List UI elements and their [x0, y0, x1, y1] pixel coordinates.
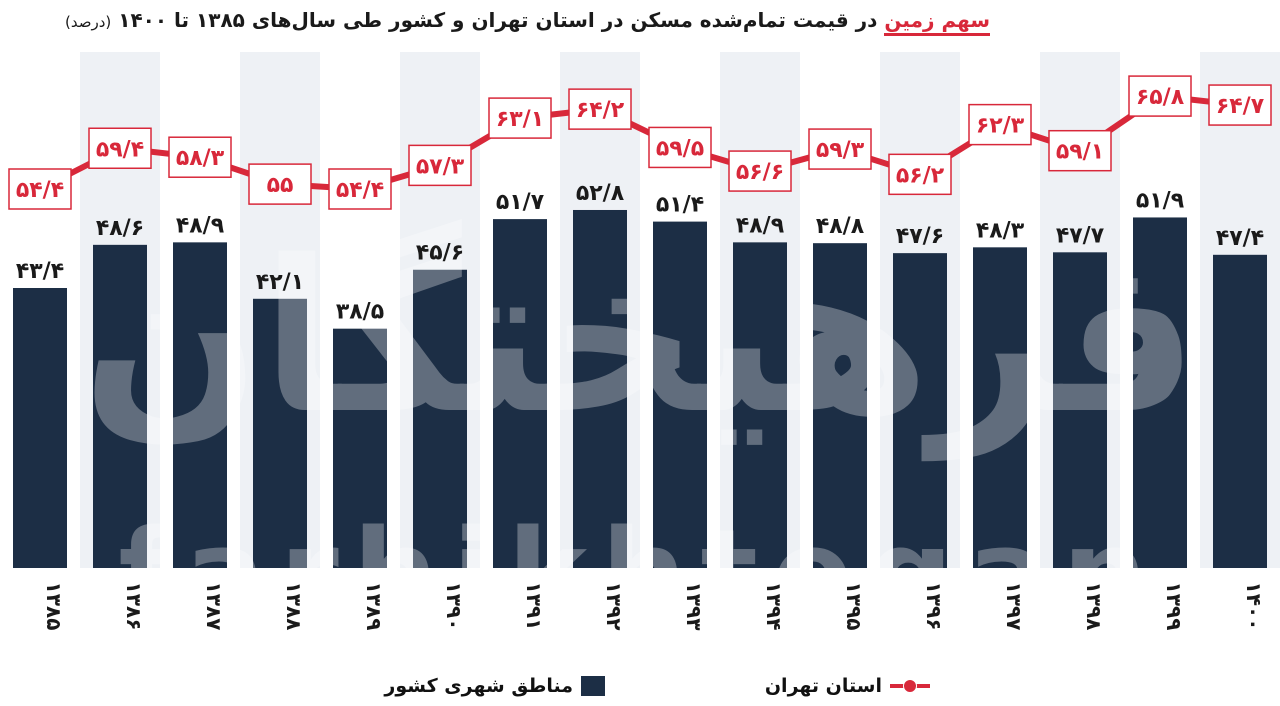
- line-value-box: [88, 127, 152, 169]
- x-tick-label: ۱۳۹۳: [682, 582, 706, 631]
- x-tick-label: ۱۳۸۹: [362, 582, 386, 631]
- bar-value-label: ۴۵/۶: [416, 241, 464, 266]
- line-value-box: [1128, 75, 1192, 117]
- line-value-label: ۶۴/۷: [1216, 94, 1265, 119]
- x-tick-label: ۱۳۸۶: [122, 582, 146, 631]
- bar: [1133, 217, 1187, 568]
- line-value-box: [248, 163, 312, 205]
- bar-value-labels: ۴۳/۴ ۴۸/۶ ۴۸/۹ ۴۲/۱ ۳۸/۵ ۴۵/۶ ۵۱/۷ ۵۲/۸ ۵۱/۴ ۴۸/۹…: [16, 181, 1264, 325]
- x-tick-label: ۱۳۹۱: [522, 582, 546, 631]
- bar: [493, 219, 547, 569]
- x-tick-label: ۱۳۹۷: [1002, 582, 1026, 631]
- x-tick-label: ۱۳۹۵: [842, 582, 866, 631]
- bar-value-label: ۳۸/۵: [336, 300, 384, 325]
- line-value-label: ۵۹/۱: [1056, 140, 1104, 165]
- bar: [1213, 254, 1267, 569]
- bar-value-label: ۵۱/۹: [1136, 188, 1184, 213]
- bar: [333, 328, 387, 568]
- line-value-label: ۶۴/۲: [576, 98, 625, 123]
- watermark-text: farhikhtegan: [118, 505, 1161, 644]
- line-path: [38, 93, 1241, 192]
- line-value-label: ۵۵: [267, 173, 294, 198]
- line-value-box: [968, 103, 1032, 146]
- line-value-box: [1048, 129, 1112, 172]
- bar: [573, 209, 627, 569]
- x-tick-label: ۱۳۹۴: [762, 582, 786, 631]
- line-value-label: ۵۶/۲: [896, 163, 945, 188]
- x-tick-label: ۱۳۹۲: [602, 582, 626, 631]
- bar-value-label: ۴۷/۴: [1216, 226, 1264, 251]
- x-tick-label: ۱۳۸۸: [282, 582, 306, 631]
- line-value-box: [1208, 84, 1272, 126]
- legend-bar-swatch: [581, 676, 605, 696]
- legend-line-swatch: [890, 676, 930, 696]
- line-value-box: [488, 97, 552, 139]
- bar-value-label: ۵۲/۸: [576, 181, 625, 206]
- line-value-box: [728, 150, 792, 192]
- line-value-label: ۶۵/۸: [1136, 85, 1185, 110]
- bar: [1053, 252, 1107, 568]
- bar-value-label: ۴۸/۹: [176, 213, 224, 238]
- line-value-label: ۵۷/۳: [416, 154, 465, 179]
- bar: [253, 298, 307, 568]
- line-value-label: ۵۸/۳: [176, 146, 225, 171]
- line-value-label: ۵۹/۴: [96, 137, 144, 162]
- line-value-label: ۵۴/۴: [16, 178, 64, 203]
- watermark-logo: فرهیختگان: [82, 215, 1199, 462]
- line-value-box: [168, 136, 232, 178]
- legend-line-label: استان تهران: [764, 675, 882, 697]
- line-series: ۵۴/۴ ۵۹/۴ ۵۸/۳ ۵۵ ۵۴/۴ ۵۷/۳ ۶۳/۱ ۶۴/۲ ۵۹/۵ ۵۶/۶ ۵۹…: [8, 75, 1272, 210]
- x-tick-label: ۱۳۹۶: [922, 582, 946, 631]
- bar-value-label: ۴۷/۶: [896, 224, 944, 249]
- x-tick-label: ۱۳۸۵: [42, 582, 66, 631]
- bar-value-label: ۴۲/۱: [256, 270, 304, 295]
- line-value-label: ۵۶/۶: [736, 160, 784, 185]
- x-tick-labels: ۱۳۸۵ ۱۳۸۶ ۱۳۸۷ ۱۳۸۸ ۱۳۸۹ ۱۳۹۰ ۱۳۹۱ ۱۳۹۲ ۱۳۹۳ ۱۳۹۴…: [42, 582, 1266, 631]
- line-value-label: ۵۹/۳: [816, 138, 865, 163]
- bar-value-label: ۴۳/۴: [16, 259, 64, 284]
- x-tick-label: ۱۳۸۷: [202, 582, 226, 631]
- line-value-label: ۵۴/۴: [336, 178, 384, 203]
- bar: [93, 244, 147, 568]
- bar-series: [13, 209, 1267, 569]
- legend-item-urban: مناطق شهری کشور: [384, 675, 605, 697]
- bar: [733, 242, 787, 568]
- bar: [813, 243, 867, 568]
- title-unit: (درصد): [65, 13, 112, 31]
- legend-bar-label: مناطق شهری کشور: [384, 675, 573, 697]
- line-value-box: [808, 128, 872, 170]
- bar: [413, 269, 467, 568]
- bar-value-label: ۵۱/۴: [656, 193, 704, 218]
- line-value-box: [408, 144, 472, 187]
- line-value-label: ۶۳/۱: [496, 107, 544, 132]
- bar: [173, 242, 227, 568]
- bar-value-label: ۵۱/۷: [496, 190, 545, 215]
- bar-value-label: ۴۸/۸: [816, 214, 865, 239]
- line-value-label: ۵۹/۵: [656, 136, 704, 161]
- bar-value-label: ۴۷/۷: [1056, 223, 1105, 248]
- bar-value-label: ۴۸/۶: [96, 216, 144, 241]
- watermark: فرهیختگان farhikhtegan: [82, 215, 1199, 644]
- line-value-box: [888, 153, 952, 196]
- bar: [973, 247, 1027, 568]
- x-tick-label: ۱۳۹۹: [1162, 582, 1186, 631]
- line-value-box: [648, 126, 712, 169]
- x-tick-label: ۱۳۹۰: [442, 582, 466, 631]
- bar-value-label: ۴۸/۳: [976, 218, 1025, 243]
- bar: [13, 288, 67, 568]
- bar-value-label: ۴۸/۹: [736, 213, 784, 238]
- title-main: در قیمت تمام‌شده مسکن در استان تهران و ک…: [118, 8, 878, 32]
- title-highlight: سهم زمین: [884, 8, 990, 36]
- bar: [653, 221, 707, 568]
- x-tick-label: ۱۴۰۰: [1242, 582, 1266, 631]
- line-value-box: [328, 168, 392, 210]
- chart-title: سهم زمین در قیمت تمام‌شده مسکن در استان …: [65, 8, 990, 36]
- x-tick-label: ۱۳۹۸: [1082, 582, 1106, 631]
- legend-item-tehran: استان تهران: [765, 675, 930, 697]
- line-value-box: [8, 168, 72, 210]
- line-value-label: ۶۲/۳: [976, 114, 1025, 139]
- bar: [893, 253, 947, 568]
- line-value-box: [568, 88, 632, 130]
